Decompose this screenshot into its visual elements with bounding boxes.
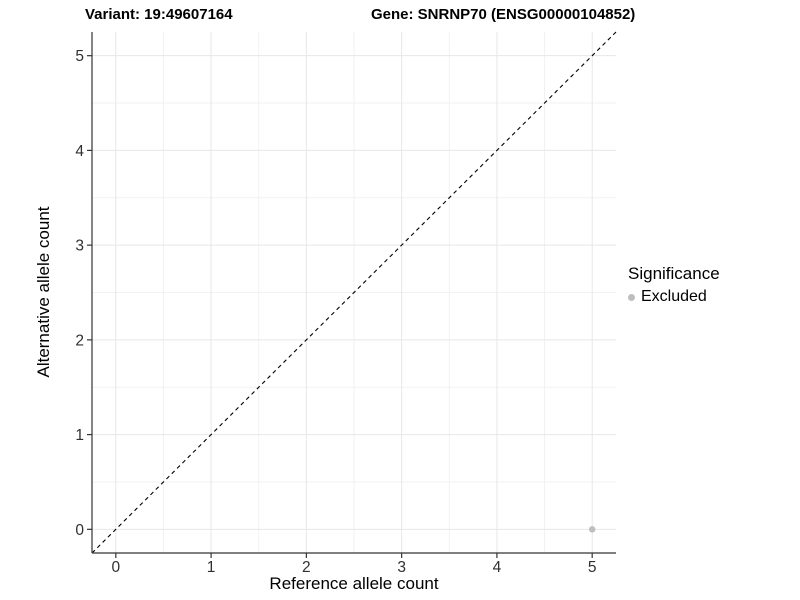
plot-title-variant: Variant: 19:49607164 bbox=[85, 6, 233, 23]
y-tick-label: 5 bbox=[75, 48, 84, 65]
legend-marker-circle-icon bbox=[628, 293, 635, 301]
legend: Significance Excluded bbox=[628, 264, 720, 306]
plot-title-gene: Gene: SNRNP70 (ENSG00000104852) bbox=[371, 6, 636, 23]
x-axis-title: Reference allele count bbox=[269, 574, 439, 593]
y-axis-title: Alternative allele count bbox=[34, 206, 53, 378]
identity-dashed-line bbox=[91, 31, 617, 554]
y-tick-label: 3 bbox=[75, 238, 84, 255]
x-tick-label: 2 bbox=[302, 559, 311, 576]
y-tick-label: 4 bbox=[75, 143, 84, 160]
y-tick-label: 2 bbox=[75, 332, 84, 349]
x-tick-label: 1 bbox=[207, 559, 216, 576]
legend-title: Significance bbox=[628, 264, 720, 283]
y-tick-label: 0 bbox=[75, 522, 84, 539]
y-tick-label: 1 bbox=[75, 427, 84, 444]
x-tick-label: 0 bbox=[112, 559, 121, 576]
legend-item-label: Excluded bbox=[641, 288, 707, 305]
x-tick-label: 4 bbox=[493, 559, 502, 576]
data-point bbox=[588, 526, 596, 533]
legend-item-excluded: Excluded bbox=[628, 288, 720, 306]
x-tick-label: 5 bbox=[588, 559, 597, 576]
x-tick-label: 3 bbox=[397, 559, 406, 576]
